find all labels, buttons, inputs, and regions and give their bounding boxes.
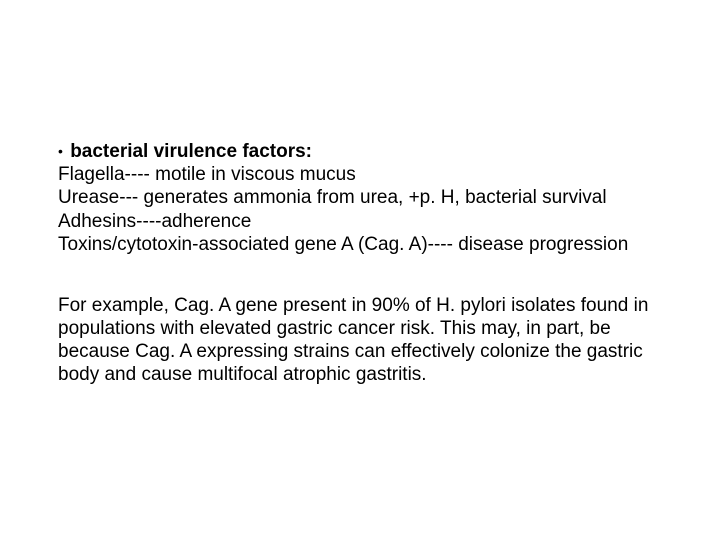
virulence-factors-block: • bacterial virulence factors: Flagella-… — [58, 140, 662, 256]
slide: • bacterial virulence factors: Flagella-… — [0, 0, 720, 540]
example-paragraph: For example, Cag. A gene present in 90% … — [58, 294, 662, 387]
heading-text: bacterial virulence factors: — [70, 141, 312, 162]
bullet-line-heading: • bacterial virulence factors: — [58, 140, 662, 163]
line-urease: Urease--- generates ammonia from urea, +… — [58, 186, 662, 209]
line-toxins: Toxins/cytotoxin-associated gene A (Cag.… — [58, 233, 662, 256]
example-text: For example, Cag. A gene present in 90% … — [58, 295, 648, 386]
line-flagella: Flagella---- motile in viscous mucus — [58, 163, 662, 186]
line-adhesins: Adhesins----adherence — [58, 210, 662, 233]
bullet-icon: • — [58, 144, 63, 158]
